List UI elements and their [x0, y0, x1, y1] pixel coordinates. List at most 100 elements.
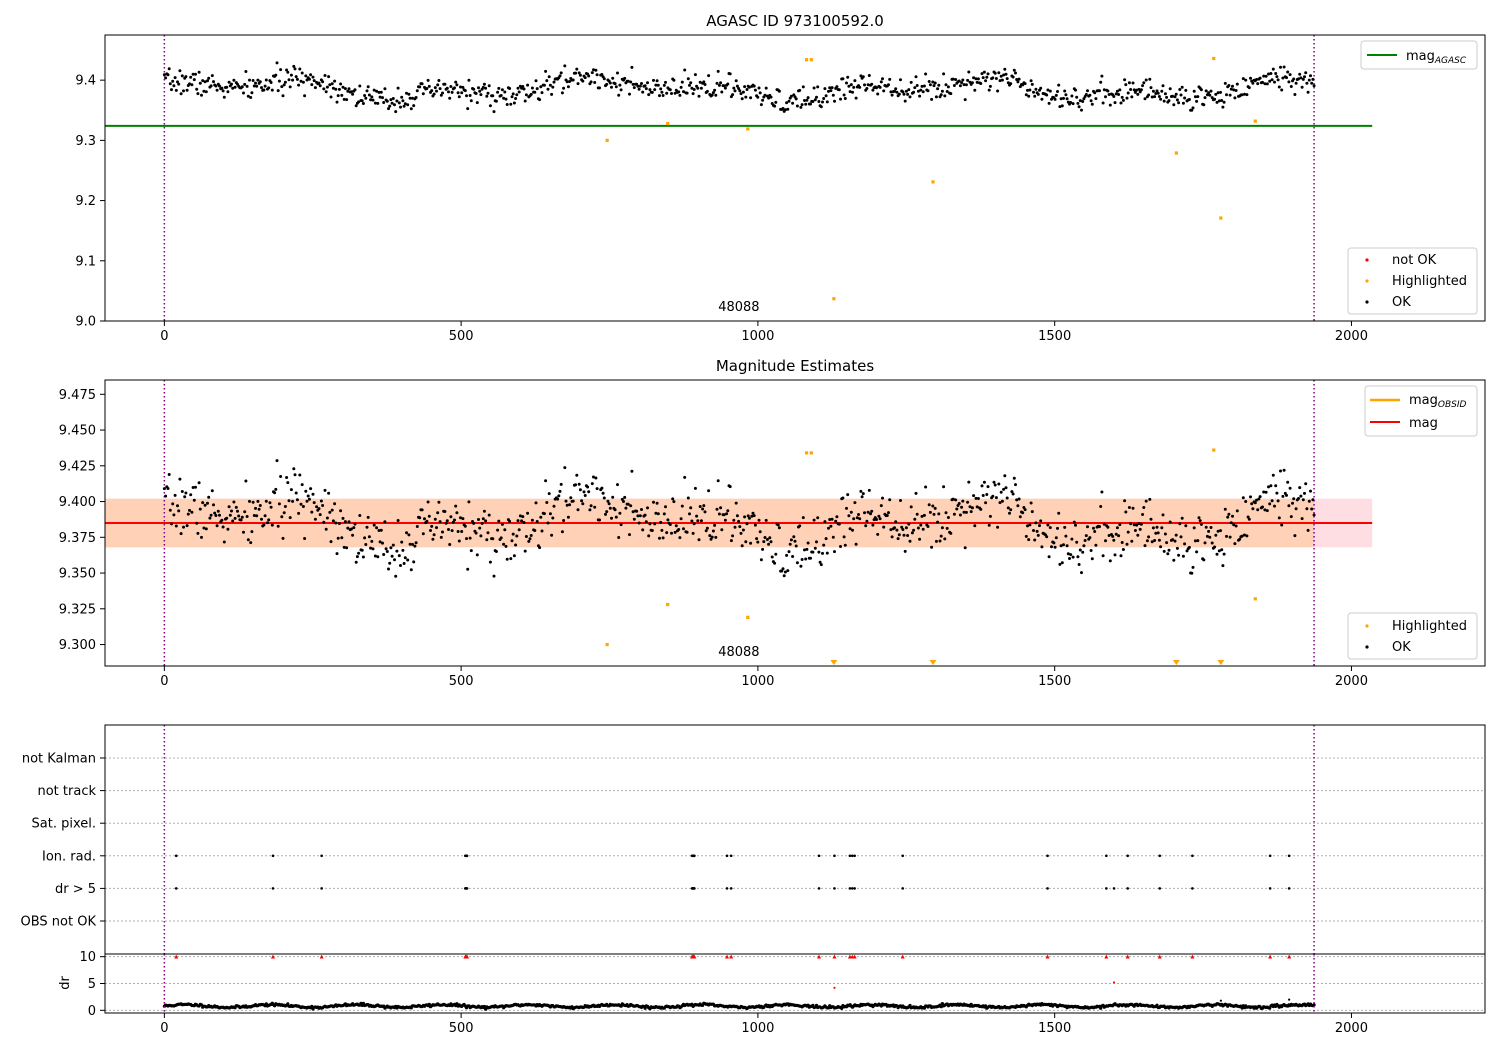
ok-point [327, 491, 331, 495]
ok-point [1063, 89, 1067, 93]
ok-point [305, 499, 309, 503]
ok-point [515, 93, 519, 97]
ok-point [600, 486, 604, 490]
ok-point [608, 81, 612, 85]
ok-point [746, 514, 750, 518]
ok-point [222, 540, 226, 544]
ok-point [914, 75, 918, 79]
ok-point [998, 79, 1002, 83]
flag-label: Ion. rad. [42, 849, 96, 864]
flag-point [853, 887, 856, 890]
ok-point [964, 510, 968, 514]
ok-point [686, 496, 690, 500]
ok-point [945, 526, 949, 530]
ok-point [928, 83, 932, 87]
flag-point [1112, 887, 1116, 890]
highlighted-point [809, 451, 813, 455]
ok-point [695, 514, 699, 518]
ok-point [576, 508, 580, 512]
ok-point [562, 86, 566, 90]
ok-point [871, 523, 875, 527]
ok-point [716, 479, 720, 483]
flag-point [1158, 887, 1162, 890]
ok-point [270, 88, 274, 92]
panel-4-points [162, 954, 1316, 1011]
ok-point [731, 93, 735, 97]
highlighted-point [832, 297, 836, 301]
ok-point [1075, 540, 1079, 544]
ok-point [1112, 538, 1116, 542]
ok-point [478, 526, 482, 530]
ok-point [1174, 92, 1178, 96]
ok-point [264, 499, 268, 503]
ok-point [343, 87, 347, 91]
ok-point [1285, 76, 1288, 80]
x-tick-label: 500 [449, 1021, 474, 1036]
ok-point [837, 88, 841, 92]
ok-point [1026, 88, 1029, 92]
ok-point [1244, 500, 1248, 503]
ok-point [988, 84, 992, 88]
ok-point [903, 99, 907, 103]
flag-point [465, 887, 469, 890]
ok-point [377, 90, 381, 94]
ok-point [920, 514, 924, 518]
ok-point [1235, 509, 1239, 513]
ok-point [267, 518, 271, 522]
ok-point [952, 84, 956, 87]
ok-point [610, 516, 613, 520]
ok-point [328, 83, 332, 87]
ok-point [1215, 100, 1219, 104]
ok-point [1137, 522, 1141, 526]
ok-point [860, 495, 864, 499]
ok-point [958, 513, 962, 517]
ok-point [1297, 77, 1300, 81]
ok-point [974, 77, 978, 81]
ok-point [605, 82, 609, 86]
ok-point [496, 90, 500, 94]
ok-point [480, 521, 484, 525]
dr-point [619, 1004, 623, 1008]
ok-point [172, 84, 176, 88]
ok-point [918, 94, 922, 98]
ok-point [1293, 93, 1297, 96]
ok-point [1005, 77, 1009, 81]
ok-point [1060, 104, 1064, 108]
ok-point [415, 89, 419, 93]
ok-point [317, 507, 321, 511]
ok-point [831, 535, 835, 539]
ok-point [242, 530, 245, 534]
ok-point [919, 88, 923, 92]
ok-point [189, 493, 193, 497]
ok-point [214, 84, 218, 88]
ok-point [692, 522, 696, 526]
ok-point [640, 508, 643, 511]
ok-point [1304, 482, 1308, 486]
dr-clipped-marker [1045, 954, 1050, 959]
ok-point [897, 533, 901, 537]
ok-point [460, 91, 464, 95]
ok-point [1294, 507, 1298, 511]
ok-point [680, 504, 684, 508]
ok-point [707, 74, 711, 78]
ok-point [396, 519, 400, 522]
ok-point [497, 86, 501, 90]
highlighted-point [809, 58, 813, 62]
ok-point [539, 515, 543, 519]
ok-point [1251, 507, 1255, 511]
ok-point [363, 94, 367, 97]
ok-point [858, 85, 862, 89]
panel-3-frame [104, 724, 1486, 955]
ok-point [816, 516, 820, 520]
ok-point [698, 80, 702, 84]
ok-point [1167, 548, 1171, 552]
ok-point [1088, 93, 1092, 97]
ok-point [227, 80, 231, 84]
ok-point [759, 558, 763, 562]
ok-point [514, 97, 518, 100]
ok-point [882, 525, 886, 529]
ok-point [518, 514, 522, 518]
ok-point [921, 527, 925, 531]
ok-point [848, 527, 852, 531]
dr-clipped-marker [1287, 954, 1292, 959]
